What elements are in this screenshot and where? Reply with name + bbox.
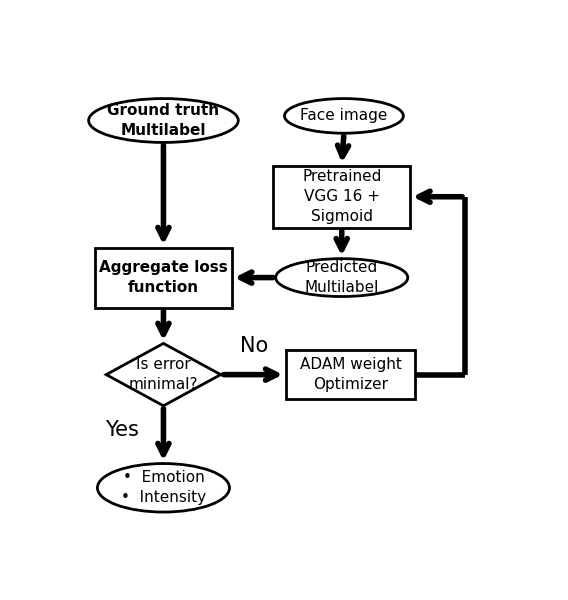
Text: •  Emotion
•  Intensity: • Emotion • Intensity	[121, 470, 206, 505]
Text: Is error
minimal?: Is error minimal?	[129, 357, 198, 392]
Text: Face image: Face image	[300, 109, 387, 124]
FancyBboxPatch shape	[95, 248, 232, 308]
Text: Aggregate loss
function: Aggregate loss function	[99, 260, 228, 295]
Ellipse shape	[89, 98, 239, 142]
Ellipse shape	[285, 98, 403, 133]
Text: Ground truth
Multilabel: Ground truth Multilabel	[107, 103, 219, 138]
FancyBboxPatch shape	[273, 166, 410, 228]
Text: Yes: Yes	[105, 420, 139, 440]
Text: ADAM weight
Optimizer: ADAM weight Optimizer	[299, 357, 402, 392]
Text: No: No	[240, 336, 268, 356]
Ellipse shape	[98, 464, 229, 512]
Polygon shape	[106, 343, 220, 406]
Text: Pretrained
VGG 16 +
Sigmoid: Pretrained VGG 16 + Sigmoid	[302, 169, 381, 224]
FancyBboxPatch shape	[286, 350, 415, 399]
Text: Predicted
Multilabel: Predicted Multilabel	[304, 260, 379, 295]
Ellipse shape	[275, 259, 408, 296]
